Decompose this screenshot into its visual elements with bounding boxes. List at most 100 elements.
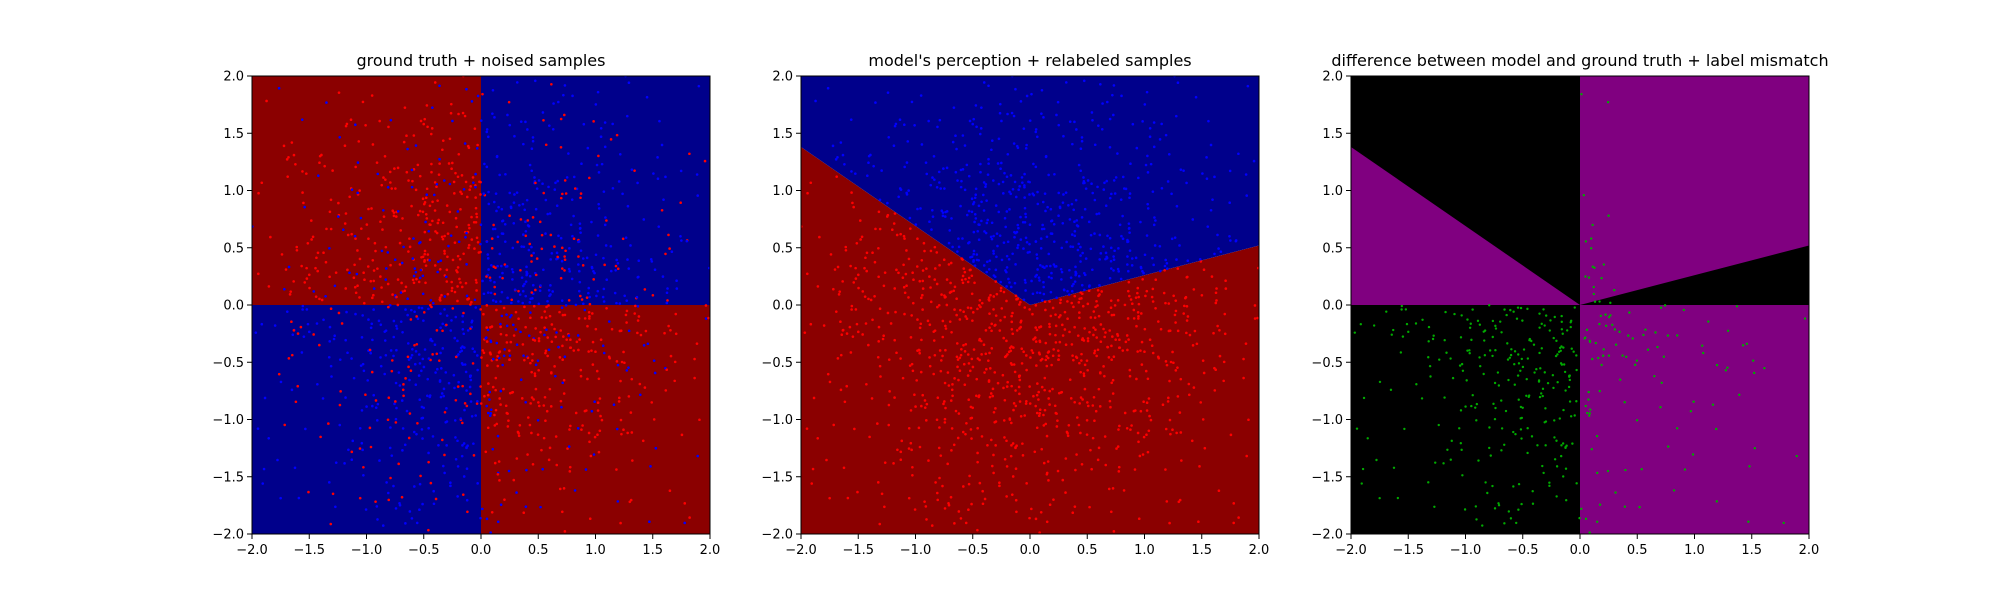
sample-point bbox=[644, 329, 648, 333]
sample-point bbox=[439, 351, 442, 355]
sample-point bbox=[1182, 169, 1185, 172]
sample-point bbox=[496, 355, 499, 358]
sample-point bbox=[1117, 270, 1121, 273]
sample-point bbox=[626, 258, 629, 261]
panel-1-x-tick-label: 2.0 bbox=[700, 543, 721, 558]
mismatch-point bbox=[1475, 402, 1479, 406]
mismatch-point bbox=[1584, 404, 1587, 408]
mismatch-point bbox=[1521, 319, 1524, 322]
sample-point bbox=[872, 164, 875, 168]
sample-point bbox=[545, 305, 548, 309]
sample-point bbox=[1013, 281, 1017, 285]
sample-point bbox=[1016, 146, 1020, 150]
sample-point bbox=[985, 221, 989, 225]
sample-point bbox=[1028, 119, 1032, 122]
sample-point bbox=[473, 247, 476, 250]
sample-point bbox=[440, 293, 443, 297]
sample-point bbox=[389, 263, 392, 267]
mismatch-point bbox=[1569, 325, 1572, 329]
sample-point bbox=[1074, 198, 1078, 202]
sample-point bbox=[970, 437, 973, 440]
sample-point bbox=[953, 377, 956, 380]
sample-point bbox=[577, 348, 580, 352]
sample-point bbox=[524, 120, 527, 124]
sample-point bbox=[490, 247, 494, 250]
sample-point bbox=[979, 305, 982, 309]
sample-point bbox=[427, 460, 430, 464]
sample-point bbox=[481, 279, 484, 283]
sample-point bbox=[948, 229, 952, 232]
sample-point bbox=[1121, 237, 1125, 241]
sample-point bbox=[486, 253, 490, 256]
sample-point bbox=[957, 378, 960, 382]
sample-point bbox=[625, 321, 628, 324]
sample-point bbox=[1010, 421, 1013, 425]
mismatch-point bbox=[1483, 329, 1487, 332]
sample-point bbox=[1138, 454, 1142, 458]
sample-point bbox=[1006, 240, 1010, 244]
sample-point bbox=[1045, 472, 1049, 476]
sample-point bbox=[1038, 291, 1042, 295]
sample-point bbox=[667, 324, 670, 328]
sample-point bbox=[622, 428, 625, 432]
mismatch-point bbox=[1752, 371, 1756, 375]
sample-point bbox=[996, 244, 999, 248]
panel-2-x-tick-label: −1.5 bbox=[842, 543, 874, 558]
sample-point bbox=[352, 276, 356, 280]
mismatch-point bbox=[1745, 342, 1749, 345]
sample-point bbox=[910, 362, 914, 366]
sample-point bbox=[1165, 267, 1169, 271]
sample-point bbox=[638, 382, 642, 386]
sample-point bbox=[414, 270, 418, 274]
sample-point bbox=[1046, 351, 1050, 354]
sample-point bbox=[440, 235, 444, 239]
sample-point bbox=[561, 358, 564, 362]
sample-point bbox=[1028, 385, 1031, 388]
sample-point bbox=[1079, 147, 1083, 151]
sample-point bbox=[1168, 521, 1171, 525]
sample-point bbox=[338, 403, 342, 407]
sample-point bbox=[980, 353, 983, 356]
mismatch-point bbox=[1596, 471, 1599, 475]
sample-point bbox=[1022, 127, 1026, 130]
sample-point bbox=[877, 275, 880, 279]
mismatch-point bbox=[1558, 346, 1562, 350]
sample-point bbox=[353, 285, 357, 289]
sample-point bbox=[908, 364, 912, 367]
sample-point bbox=[517, 289, 520, 293]
sample-point bbox=[506, 296, 509, 300]
sample-point bbox=[1101, 102, 1104, 105]
sample-point bbox=[1116, 267, 1120, 271]
sample-point bbox=[395, 348, 398, 352]
sample-point bbox=[569, 223, 573, 227]
sample-point bbox=[548, 314, 552, 318]
sample-point bbox=[909, 409, 913, 412]
sample-point bbox=[1045, 364, 1049, 368]
sample-point bbox=[989, 438, 993, 442]
sample-point bbox=[603, 145, 607, 149]
sample-point bbox=[374, 406, 378, 409]
sample-point bbox=[861, 290, 865, 293]
panel-2-x-tick-label: 0.0 bbox=[1020, 543, 1041, 558]
sample-point bbox=[964, 432, 967, 436]
sample-point bbox=[1073, 280, 1077, 283]
sample-point bbox=[1169, 432, 1172, 436]
mismatch-point bbox=[1493, 417, 1497, 421]
sample-point bbox=[534, 327, 537, 330]
sample-point bbox=[1005, 495, 1008, 498]
mismatch-point bbox=[1573, 306, 1576, 309]
sample-point bbox=[1034, 275, 1037, 278]
mismatch-point bbox=[1366, 437, 1369, 440]
sample-point bbox=[431, 301, 435, 305]
sample-point bbox=[818, 235, 821, 239]
sample-point bbox=[1111, 392, 1115, 395]
mismatch-point bbox=[1587, 276, 1591, 279]
sample-point bbox=[490, 510, 494, 514]
mismatch-point bbox=[1638, 505, 1641, 509]
sample-point bbox=[441, 139, 445, 142]
sample-point bbox=[992, 179, 995, 182]
sample-point bbox=[513, 134, 516, 138]
sample-point bbox=[1057, 315, 1061, 319]
sample-point bbox=[564, 249, 567, 253]
sample-point bbox=[1068, 218, 1072, 221]
